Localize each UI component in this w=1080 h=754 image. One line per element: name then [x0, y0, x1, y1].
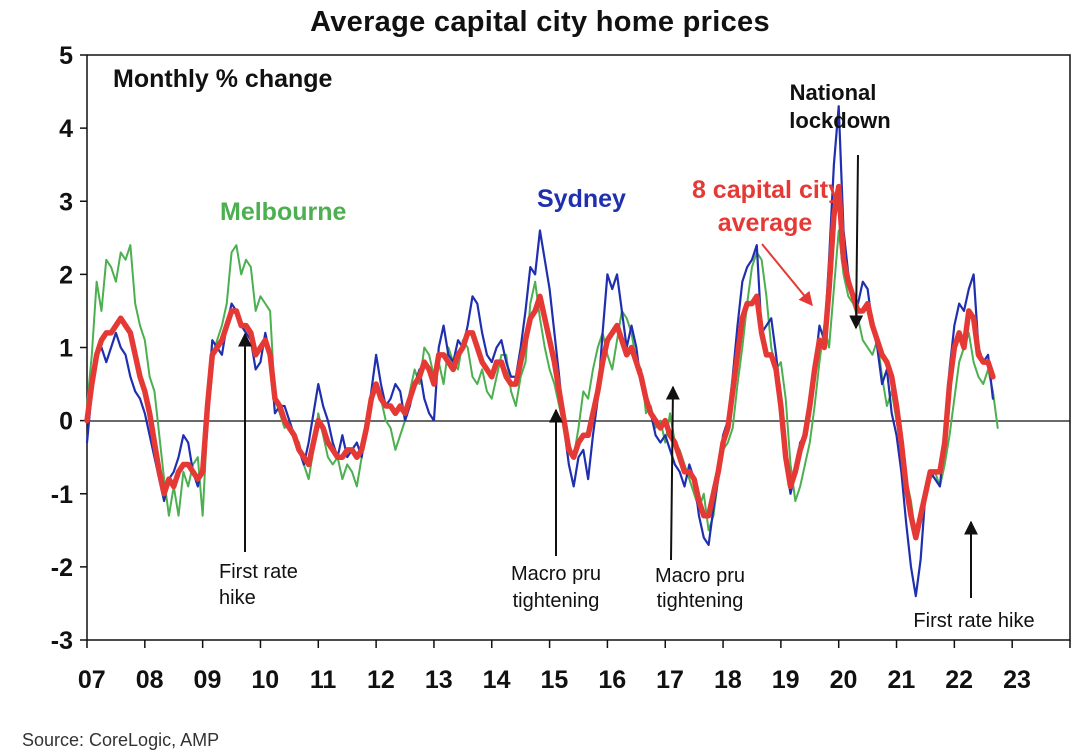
national-lockdown-label-line1: National — [790, 80, 877, 105]
macro-pru-2017-line2: tightening — [657, 590, 744, 612]
national-lockdown-arrow — [849, 154, 864, 330]
x-tick-label: 13 — [425, 666, 453, 694]
macro-pru-2017-line1: Macro pru — [655, 565, 745, 587]
x-tick-label: 17 — [656, 666, 684, 694]
x-tick-label: 09 — [194, 666, 222, 694]
x-tick-label: 16 — [598, 666, 626, 694]
average-label-arrow — [761, 243, 813, 307]
y-tick-label: 4 — [59, 115, 73, 143]
x-tick-label: 21 — [887, 666, 915, 694]
x-tick-label: 23 — [1003, 666, 1031, 694]
y-axis: 5 4 3 2 1 0 -1 -2 -3 — [51, 42, 87, 655]
x-tick-label: 15 — [541, 666, 569, 694]
macro-pru-2014-line2: tightening — [513, 590, 600, 612]
x-axis: 07 08 09 10 11 12 13 14 15 16 17 18 19 20 21 22 23 — [78, 640, 1071, 694]
x-tick-label: 07 — [78, 666, 106, 694]
y-tick-label: 1 — [59, 335, 73, 363]
x-tick-label: 11 — [310, 666, 337, 694]
y-tick-label: -2 — [51, 554, 73, 582]
series-line-melbourne — [86, 229, 999, 539]
x-tick-label: 19 — [772, 666, 800, 694]
y-tick-label: 3 — [59, 188, 73, 216]
x-tick-label: 22 — [945, 666, 973, 694]
legend-label-melbourne: Melbourne — [220, 198, 346, 226]
y-tick-label: 0 — [59, 408, 73, 436]
first-rate-hike-2022-label: First rate hike — [913, 610, 1034, 632]
national-lockdown-label-line2: lockdown — [789, 108, 890, 133]
legend-label-average-line1: 8 capital city — [692, 176, 842, 204]
macro-pru-2014-line1: Macro pru — [511, 563, 601, 585]
legend-label-average-line2: average — [718, 209, 813, 237]
y-tick-label: 5 — [59, 42, 73, 70]
x-tick-label: 08 — [136, 666, 164, 694]
chart-subtitle: Monthly % change — [113, 65, 333, 93]
x-tick-label: 10 — [251, 666, 279, 694]
chart-title: Average capital city home prices — [310, 6, 770, 38]
x-tick-label: 20 — [830, 666, 858, 694]
series-layer — [84, 105, 999, 598]
first-rate-hike-2009-line2: hike — [219, 587, 256, 609]
x-tick-label: 18 — [714, 666, 742, 694]
source-note: Source: CoreLogic, AMP — [22, 730, 220, 750]
x-tick-label: 12 — [367, 666, 395, 694]
y-tick-label: 2 — [59, 261, 73, 289]
y-tick-label: -3 — [51, 627, 73, 655]
macro-pru-2017-arrow — [665, 385, 680, 561]
series-line-average — [84, 183, 996, 541]
plot-area — [86, 54, 1071, 641]
first-rate-hike-2009-line1: First rate — [219, 561, 298, 583]
legend-label-sydney: Sydney — [537, 185, 626, 213]
x-tick-label: 14 — [483, 666, 511, 694]
y-tick-label: -1 — [51, 481, 73, 509]
